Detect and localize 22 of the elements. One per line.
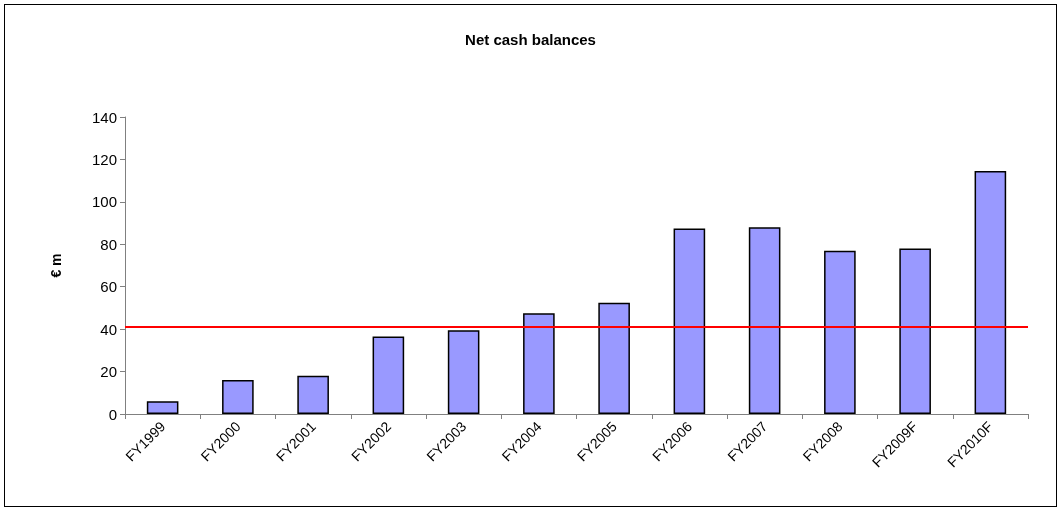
y-axis-title: € m [48,253,64,278]
bar [297,375,329,414]
y-tick-label: 80 [100,235,117,253]
bar [222,380,254,414]
bar [974,171,1007,414]
bar [146,401,179,414]
y-tick-label: 40 [100,320,117,338]
y-tick-label: 20 [100,363,117,381]
y-tick-label: 100 [91,193,117,211]
y-tick-label: 120 [91,150,117,168]
bar [748,227,781,414]
bar [598,302,630,414]
bar [372,336,405,414]
y-tick-label: 60 [100,278,117,296]
bar [824,250,856,414]
bar [447,330,480,414]
bar [523,313,555,414]
y-tick-label: 0 [108,405,117,423]
bar [899,248,931,414]
y-tick-label: 140 [91,108,117,126]
chart-title: Net cash balances [465,31,596,48]
bar [673,228,706,414]
